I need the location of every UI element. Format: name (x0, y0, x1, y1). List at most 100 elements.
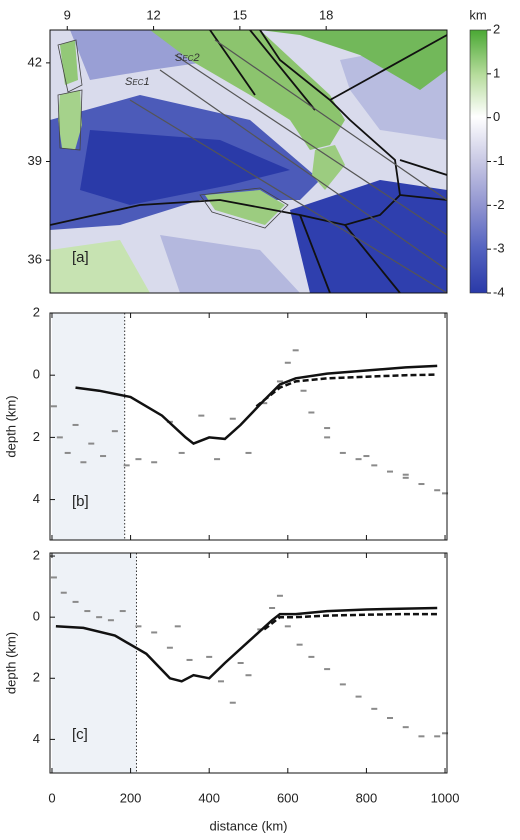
x-tick-label: 9 (64, 7, 71, 22)
data-point (100, 455, 107, 458)
section-label: Sec1 (125, 76, 150, 88)
data-point (387, 717, 394, 719)
data-point (339, 451, 346, 454)
data-point (217, 680, 224, 683)
shaded-region (51, 553, 137, 773)
data-point (84, 610, 91, 613)
data-point (402, 726, 409, 729)
data-point (174, 625, 181, 628)
data-point (308, 655, 315, 658)
data-point (363, 455, 370, 458)
plot-frame (49, 552, 448, 774)
data-point (96, 616, 103, 619)
data-point (276, 594, 283, 597)
colorbar-tick-label: -3 (493, 241, 505, 256)
y-axis-label: depth (km) (3, 395, 18, 457)
data-point (50, 576, 57, 579)
data-point (166, 646, 173, 649)
data-point (371, 707, 378, 710)
data-point (64, 451, 71, 454)
data-point (300, 389, 307, 392)
y-tick-label: 2 (33, 429, 40, 444)
data-point (324, 668, 331, 671)
data-point (72, 600, 79, 603)
colorbar-tick-label: -1 (493, 153, 505, 168)
data-point (269, 607, 276, 609)
x-tick-label: 15 (233, 7, 247, 22)
colorbar-tick-label: 2 (493, 21, 500, 36)
data-point (237, 662, 244, 664)
data-point (186, 658, 193, 661)
x-tick-label: 200 (120, 790, 142, 805)
x-axis-label: distance (km) (209, 818, 287, 833)
data-point (292, 349, 299, 352)
panel-label: [c] (72, 726, 88, 743)
y-tick-label: 4 (33, 491, 40, 506)
y-tick-label: 36 (28, 252, 42, 267)
data-point (371, 464, 378, 467)
data-point (276, 380, 283, 383)
data-point (245, 451, 252, 454)
colorbar (469, 29, 488, 294)
x-tick-label: 18 (319, 7, 333, 22)
y-tick-label: 42 (28, 54, 42, 69)
data-point (355, 458, 362, 461)
data-point (402, 473, 409, 476)
x-tick-label: 600 (277, 790, 299, 805)
data-point (214, 458, 221, 461)
colorbar-tick-label: -2 (493, 197, 505, 212)
data-point (355, 695, 362, 698)
x-tick-label: 1000 (431, 790, 460, 805)
x-tick-label: 0 (48, 790, 55, 805)
map (50, 30, 447, 293)
dashed-line (255, 373, 438, 408)
data-point (206, 655, 213, 658)
data-point (418, 483, 425, 486)
data-point (123, 464, 130, 467)
data-point (442, 732, 449, 735)
y-tick-label: 2 (33, 304, 40, 319)
data-point (434, 735, 441, 738)
data-point (107, 619, 114, 622)
data-point (308, 411, 315, 414)
colorbar-tick-label: 0 (493, 109, 500, 124)
y-tick-label: 2 (33, 547, 40, 562)
data-point (245, 674, 252, 677)
data-point (60, 591, 67, 594)
y-tick-label: 0 (33, 609, 40, 624)
data-point (72, 423, 79, 426)
shaded-region (51, 313, 125, 540)
data-point (387, 470, 394, 473)
data-point (151, 461, 158, 464)
data-point (402, 476, 409, 479)
y-axis-label: depth (km) (3, 632, 18, 694)
data-point (178, 451, 185, 454)
data-point (284, 361, 291, 364)
data-point (80, 461, 87, 464)
solid-line (75, 364, 438, 446)
panel-label: [a] (72, 249, 89, 266)
plot-frame (49, 312, 448, 541)
data-point (88, 442, 95, 445)
y-tick-label: 2 (33, 670, 40, 685)
y-tick-label: 4 (33, 731, 40, 746)
solid-line (55, 606, 438, 683)
section-label: Sec2 (175, 52, 200, 64)
x-tick-label: 400 (198, 790, 220, 805)
data-point (296, 643, 303, 646)
data-point (135, 458, 142, 461)
data-point (324, 436, 331, 439)
data-point (151, 631, 158, 634)
x-tick-label: 800 (356, 790, 378, 805)
data-point (434, 489, 441, 492)
data-point (119, 610, 126, 613)
data-point (135, 625, 142, 628)
y-tick-label: 0 (33, 367, 40, 382)
x-tick-label: 12 (146, 7, 160, 22)
data-point (418, 735, 425, 738)
data-point (50, 405, 57, 408)
data-point (229, 417, 236, 420)
data-point (284, 625, 291, 628)
data-point (442, 492, 449, 495)
